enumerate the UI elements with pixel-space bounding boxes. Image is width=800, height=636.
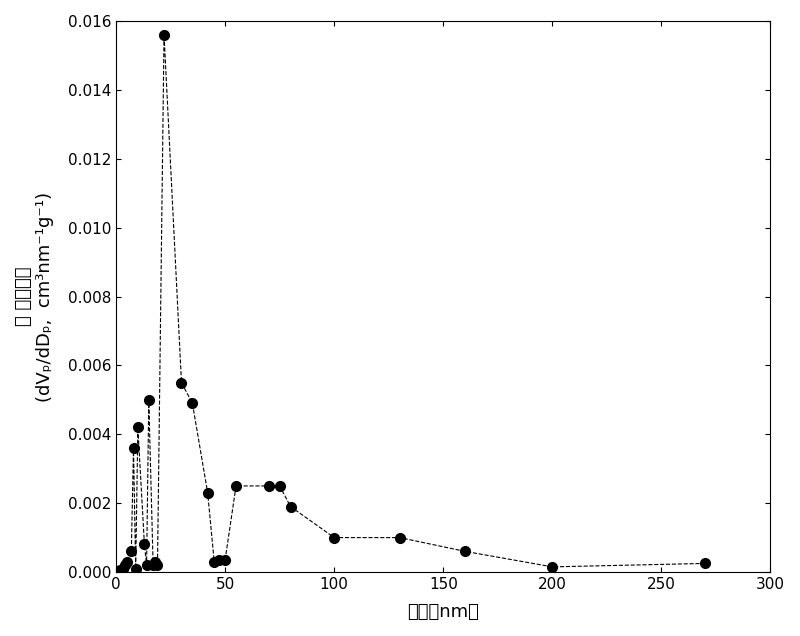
- X-axis label: 孔径（nm）: 孔径（nm）: [407, 603, 479, 621]
- Y-axis label: 孔 体积微分
(dVₚ/dDₚ,  cm³nm⁻¹g⁻¹): 孔 体积微分 (dVₚ/dDₚ, cm³nm⁻¹g⁻¹): [15, 191, 54, 401]
